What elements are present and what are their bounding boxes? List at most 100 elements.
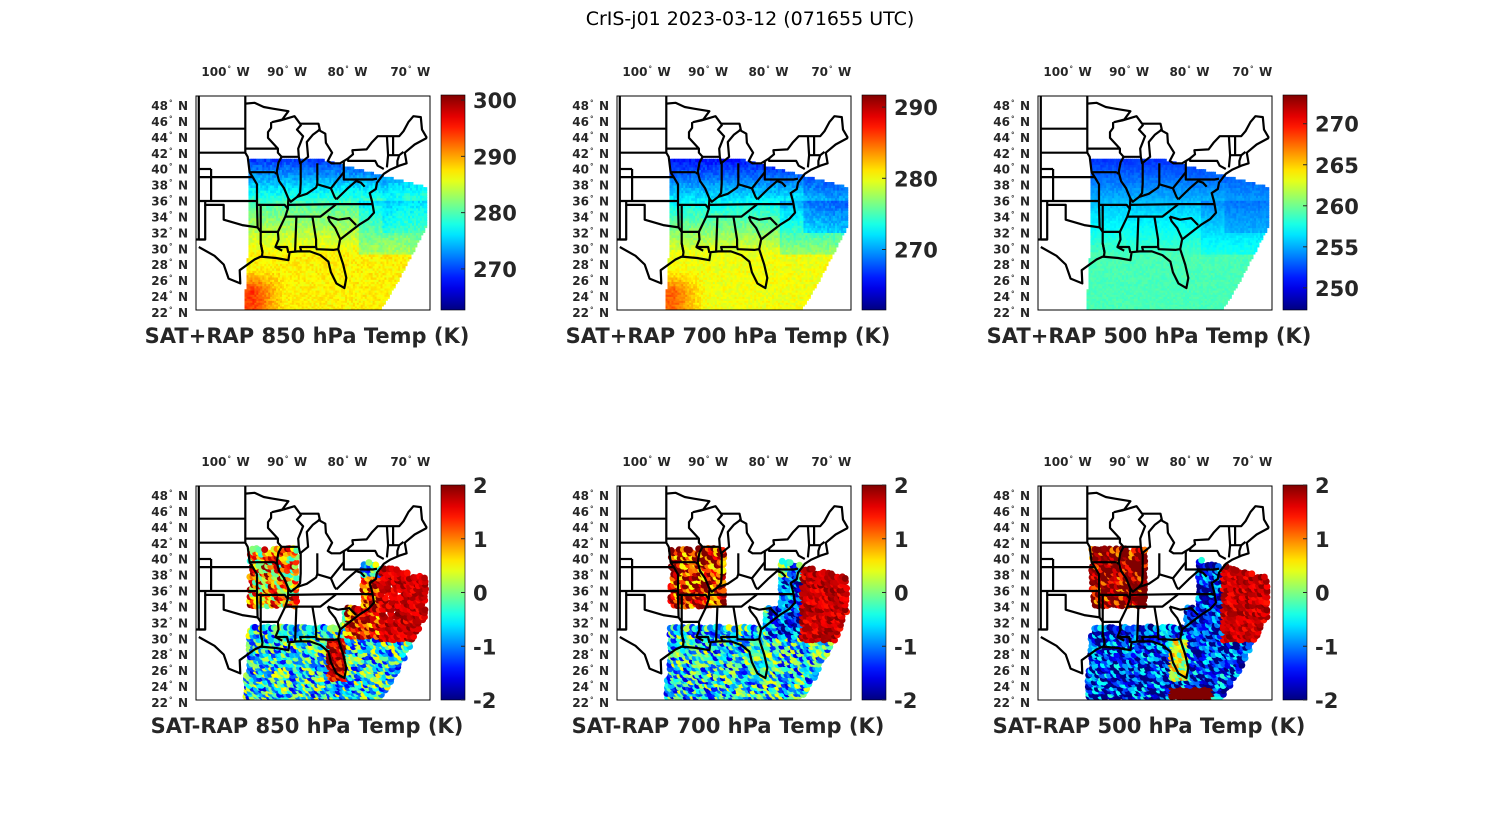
data-cell <box>398 184 402 189</box>
data-cell <box>343 304 347 309</box>
data-cell <box>274 258 278 262</box>
data-cell <box>386 239 390 243</box>
data-cell <box>283 197 288 201</box>
data-cell <box>262 219 266 224</box>
data-cell <box>372 182 377 186</box>
data-cell <box>386 293 390 297</box>
data-cell <box>287 271 292 276</box>
data-cell <box>327 303 331 307</box>
data-cell <box>343 258 347 262</box>
data-cell <box>285 182 290 186</box>
data-cell <box>254 232 258 236</box>
data-cell <box>260 297 264 301</box>
data-cell <box>354 184 359 189</box>
data-cell <box>285 285 290 289</box>
data-cell <box>376 244 380 248</box>
data-cell <box>309 184 313 189</box>
data-cell <box>285 267 290 271</box>
data-cell <box>252 274 256 278</box>
data-cell <box>305 184 310 189</box>
data-cell <box>348 269 353 274</box>
data-cell <box>327 197 331 201</box>
data-cell <box>354 189 359 194</box>
data-cell <box>366 297 371 301</box>
data-cell <box>396 255 400 260</box>
data-cell <box>382 217 386 221</box>
data-cell <box>348 303 353 307</box>
data-cell <box>295 299 300 303</box>
data-cell <box>266 217 270 221</box>
data-cell <box>388 234 392 238</box>
data-cell <box>360 229 365 233</box>
data-cell <box>380 182 384 186</box>
data-cell <box>264 174 268 178</box>
data-cell <box>297 227 302 231</box>
data-cell <box>295 239 300 243</box>
data-cell <box>317 163 321 168</box>
data-cell <box>415 224 420 229</box>
data-cell <box>260 209 264 214</box>
data-cell <box>364 304 369 309</box>
data-cell <box>268 280 272 285</box>
data-cell <box>352 301 357 305</box>
data-cell <box>323 295 327 299</box>
data-cell <box>384 207 388 211</box>
data-cell <box>295 232 300 236</box>
data-cell <box>333 289 337 293</box>
data-cell <box>248 253 252 257</box>
data-cell <box>386 179 390 183</box>
data-cell <box>266 166 270 170</box>
data-cell <box>279 278 284 282</box>
data-cell <box>260 285 264 289</box>
data-cell <box>311 169 315 173</box>
data-cell <box>289 297 294 301</box>
data-cell <box>264 297 268 301</box>
data-cell <box>376 297 380 301</box>
data-cell <box>309 227 313 231</box>
data-cell <box>258 293 262 297</box>
data-cell <box>350 289 355 293</box>
data-cell <box>364 182 369 186</box>
data-cell <box>283 207 288 211</box>
data-cell <box>303 209 308 214</box>
data-cell <box>339 163 343 168</box>
data-cell <box>299 269 304 274</box>
data-cell <box>305 239 310 243</box>
data-cell <box>331 280 335 285</box>
data-cell <box>313 192 317 196</box>
data-cell <box>398 214 402 219</box>
data-cell <box>352 189 357 194</box>
data-cell <box>260 301 264 305</box>
data-cell <box>283 253 288 257</box>
data-cell <box>408 217 412 221</box>
data-cell <box>392 194 396 199</box>
data-cell <box>305 258 310 262</box>
data-cell <box>350 179 355 183</box>
data-cell <box>390 184 394 189</box>
data-cell <box>360 303 365 307</box>
data-cell <box>370 289 375 293</box>
data-cell <box>293 289 298 293</box>
data-cell <box>396 276 400 280</box>
data-cell <box>281 304 286 309</box>
data-cell <box>279 239 284 243</box>
data-cell <box>396 179 400 183</box>
data-cell <box>313 269 317 274</box>
data-cell <box>360 267 365 271</box>
data-cell <box>307 260 311 264</box>
data-cell <box>400 262 404 267</box>
data-cell <box>384 194 388 199</box>
data-cell <box>270 301 274 305</box>
data-cell <box>323 282 327 287</box>
data-cell <box>392 192 396 196</box>
data-cell <box>256 282 260 287</box>
data-cell <box>406 239 410 243</box>
data-cell <box>400 219 404 224</box>
data-cell <box>303 189 308 194</box>
data-cell <box>248 304 252 309</box>
data-cell <box>343 229 347 233</box>
data-cell <box>354 241 359 246</box>
data-cell <box>341 274 345 278</box>
data-cell <box>268 269 272 274</box>
data-cell <box>398 204 402 209</box>
